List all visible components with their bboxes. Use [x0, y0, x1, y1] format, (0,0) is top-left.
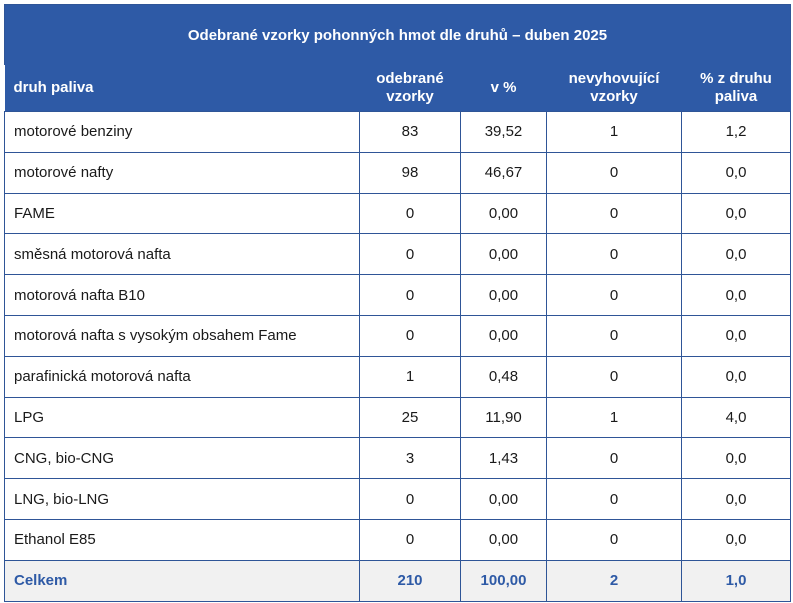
percent-cell: 0,48 — [460, 355, 547, 398]
percent-of-type-cell: 1,2 — [681, 111, 791, 153]
total-row: Celkem 210 100,00 2 1,0 — [4, 559, 791, 602]
fuel-type-cell: motorové benziny — [4, 111, 360, 153]
fuel-type-cell: LNG, bio-LNG — [4, 478, 360, 520]
samples-cell: 0 — [359, 192, 461, 235]
failed-cell: 0 — [546, 233, 682, 276]
percent-cell: 1,43 — [460, 437, 547, 480]
samples-cell: 25 — [359, 396, 461, 439]
header-percent-of-type: % z druhu paliva — [681, 65, 791, 112]
failed-cell: 0 — [546, 314, 682, 357]
failed-cell: 0 — [546, 518, 682, 561]
percent-of-type-cell: 0,0 — [681, 437, 791, 480]
percent-of-type-cell: 0,0 — [681, 355, 791, 398]
samples-cell: 0 — [359, 518, 461, 561]
fuel-type-cell: parafinická motorová nafta — [4, 355, 360, 398]
header-failed: nevyhovující vzorky — [546, 65, 682, 112]
table-header-row: druh paliva odebrané vzorky v % nevyhovu… — [4, 65, 791, 112]
fuel-type-cell: Ethanol E85 — [4, 518, 360, 561]
fuel-type-cell: motorové nafty — [4, 151, 360, 194]
samples-cell: 0 — [359, 478, 461, 520]
table-row: LNG, bio-LNG 0 0,00 0 0,0 — [4, 478, 791, 520]
table-row: parafinická motorová nafta 1 0,48 0 0,0 — [4, 355, 791, 398]
failed-cell: 1 — [546, 111, 682, 153]
samples-cell: 0 — [359, 233, 461, 276]
failed-cell: 1 — [546, 396, 682, 439]
percent-cell: 0,00 — [460, 518, 547, 561]
samples-cell: 98 — [359, 151, 461, 194]
samples-cell: 3 — [359, 437, 461, 480]
failed-cell: 0 — [546, 437, 682, 480]
table-row: motorové benziny 83 39,52 1 1,2 — [4, 111, 791, 153]
fuel-type-cell: LPG — [4, 396, 360, 439]
failed-cell: 0 — [546, 355, 682, 398]
fuel-type-cell: motorová nafta s vysokým obsahem Fame — [4, 314, 360, 357]
failed-cell: 0 — [546, 151, 682, 194]
fuel-samples-table-wrapper: Odebrané vzorky pohonných hmot dle druhů… — [4, 4, 791, 602]
table-row: FAME 0 0,00 0 0,0 — [4, 192, 791, 235]
table-row: Ethanol E85 0 0,00 0 0,0 — [4, 518, 791, 561]
percent-of-type-cell: 0,0 — [681, 233, 791, 276]
samples-cell: 1 — [359, 355, 461, 398]
percent-cell: 0,00 — [460, 478, 547, 520]
header-percent: v % — [460, 65, 547, 112]
percent-cell: 0,00 — [460, 192, 547, 235]
percent-cell: 100,00 — [460, 559, 547, 602]
fuel-type-cell: směsná motorová nafta — [4, 233, 360, 276]
samples-cell: 0 — [359, 274, 461, 316]
failed-cell: 2 — [546, 559, 682, 602]
table-row: CNG, bio-CNG 3 1,43 0 0,0 — [4, 437, 791, 480]
percent-cell: 46,67 — [460, 151, 547, 194]
table-row: LPG 25 11,90 1 4,0 — [4, 396, 791, 439]
percent-cell: 0,00 — [460, 314, 547, 357]
failed-cell: 0 — [546, 478, 682, 520]
table-title-row: Odebrané vzorky pohonných hmot dle druhů… — [4, 4, 791, 65]
failed-cell: 0 — [546, 274, 682, 316]
fuel-type-cell: motorová nafta B10 — [4, 274, 360, 316]
table-row: motorová nafta B10 0 0,00 0 0,0 — [4, 274, 791, 316]
table-title: Odebrané vzorky pohonných hmot dle druhů… — [4, 4, 791, 65]
table-row: motorová nafta s vysokým obsahem Fame 0 0,… — [4, 314, 791, 357]
percent-of-type-cell: 0,0 — [681, 518, 791, 561]
fuel-type-cell: FAME — [4, 192, 360, 235]
percent-cell: 0,00 — [460, 233, 547, 276]
table-row: směsná motorová nafta 0 0,00 0 0,0 — [4, 233, 791, 276]
samples-cell: 83 — [359, 111, 461, 153]
header-fuel-type: druh paliva — [4, 65, 360, 112]
samples-cell: 210 — [359, 559, 461, 602]
table-row: motorové nafty 98 46,67 0 0,0 — [4, 151, 791, 194]
percent-of-type-cell: 1,0 — [681, 559, 791, 602]
header-samples: odebrané vzorky — [359, 65, 461, 112]
percent-of-type-cell: 0,0 — [681, 314, 791, 357]
percent-of-type-cell: 0,0 — [681, 478, 791, 520]
samples-cell: 0 — [359, 314, 461, 357]
percent-of-type-cell: 0,0 — [681, 274, 791, 316]
failed-cell: 0 — [546, 192, 682, 235]
percent-cell: 39,52 — [460, 111, 547, 153]
percent-of-type-cell: 0,0 — [681, 192, 791, 235]
percent-of-type-cell: 4,0 — [681, 396, 791, 439]
percent-of-type-cell: 0,0 — [681, 151, 791, 194]
percent-cell: 0,00 — [460, 274, 547, 316]
fuel-type-cell: CNG, bio-CNG — [4, 437, 360, 480]
percent-cell: 11,90 — [460, 396, 547, 439]
fuel-samples-table: Odebrané vzorky pohonných hmot dle druhů… — [4, 4, 791, 602]
fuel-type-cell: Celkem — [4, 559, 360, 602]
